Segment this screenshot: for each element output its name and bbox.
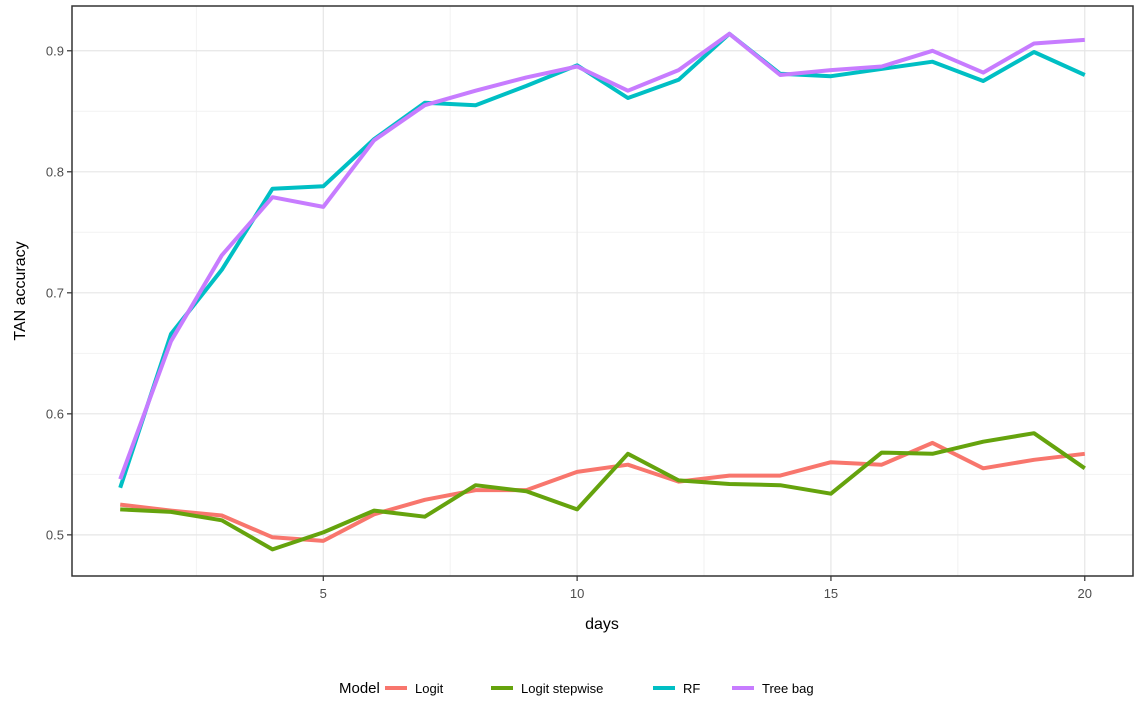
series-line-tree-bag [118,31,1085,480]
series-line-logit [119,440,1086,543]
legend-label-rf: RF [683,681,700,696]
y-tick-label: 0.5 [46,527,64,542]
legend: Model Logit Logit stepwise RF Tree bag [339,680,814,697]
y-axis-title: TAN accuracy [12,241,29,340]
x-axis: 5 10 15 20 [320,576,1092,601]
major-gridlines [72,6,1133,576]
legend-label-logit-stepwise: Logit stepwise [521,681,603,696]
plot-background [72,6,1133,576]
y-tick-label: 0.7 [46,285,64,300]
minor-gridlines [72,6,1133,576]
y-tick-label: 0.6 [46,406,64,421]
y-axis: 0.5 0.6 0.7 0.8 0.9 [46,43,72,542]
y-tick-label: 0.8 [46,164,64,179]
series-line-logit-stepwise [120,431,1086,552]
x-tick-label: 15 [824,586,838,601]
series-lines [118,31,1086,552]
y-tick-label: 0.9 [46,43,64,58]
legend-title: Model [339,680,380,697]
x-tick-label: 20 [1078,586,1092,601]
plot-border [71,5,1134,577]
x-tick-label: 5 [320,586,327,601]
series-line-rf [118,31,1086,489]
legend-label-logit: Logit [415,681,444,696]
legend-label-tree-bag: Tree bag [762,681,814,696]
x-tick-label: 10 [570,586,584,601]
x-axis-title: days [585,616,619,633]
